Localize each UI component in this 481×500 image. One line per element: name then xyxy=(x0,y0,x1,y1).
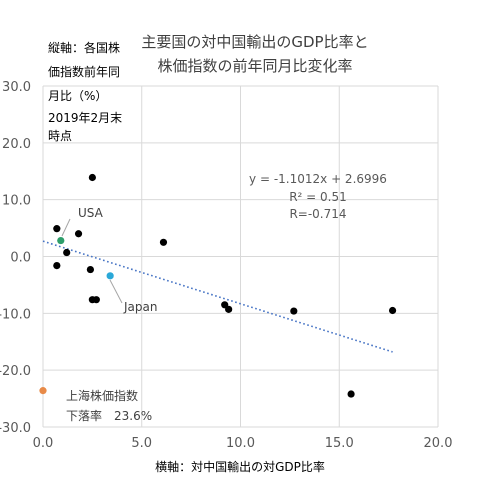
chart-title-line-2: 株価指数の前年同月比変化率 xyxy=(157,57,352,75)
x-tick-label: 20.0 xyxy=(424,436,453,451)
x-tick-label: 5.0 xyxy=(131,436,152,451)
trendline-equation: y = -1.1012x + 2.6996 xyxy=(249,172,387,186)
y-note-line-2: 価指数前年同 xyxy=(48,64,120,79)
usa-label: USA xyxy=(78,206,104,220)
y-tick-label: 0.0 xyxy=(10,251,31,266)
y-tick-label: -30.0 xyxy=(0,421,31,436)
shanghai-label-line-2: 下落率 23.6% xyxy=(66,408,152,423)
data-point xyxy=(53,225,61,233)
y-tick-label: -10.0 xyxy=(0,307,31,322)
y-note-line-4: 2019年2月末 xyxy=(48,111,122,125)
x-axis-label: 横軸：対中国輸出の対GDP比率 xyxy=(155,459,325,474)
trendline-r-squared: R² = 0.51 xyxy=(289,190,347,204)
chart-title-line-1: 主要国の対中国輸出のGDP比率と xyxy=(141,33,368,51)
x-tick-label: 10.0 xyxy=(226,436,255,451)
usa-leader-line xyxy=(61,218,71,237)
x-tick-labels: 0.0 5.0 10.0 15.0 20.0 xyxy=(33,436,453,451)
data-point xyxy=(159,238,168,246)
data-point xyxy=(57,236,65,245)
data-point xyxy=(39,387,47,395)
data-point xyxy=(106,272,114,280)
y-tick-label: -20.0 xyxy=(0,364,31,379)
data-point xyxy=(53,261,61,270)
data-point xyxy=(63,248,71,257)
data-point xyxy=(290,307,298,315)
y-note-line-1: 縦軸：各国株 xyxy=(48,40,120,55)
data-point xyxy=(74,230,83,238)
data-point xyxy=(347,390,355,398)
data-points xyxy=(39,173,397,398)
y-note-line-3: 月比（%） xyxy=(48,89,107,103)
x-tick-label: 15.0 xyxy=(325,436,354,451)
trendline-r: R=-0.714 xyxy=(289,207,346,221)
japan-leader-line xyxy=(109,279,123,304)
y-note-line-5: 時点 xyxy=(48,129,72,143)
grid-lines xyxy=(42,85,439,428)
data-point xyxy=(92,296,100,304)
x-tick-label: 0.0 xyxy=(33,436,54,451)
japan-label: Japan xyxy=(123,300,157,314)
y-tick-label: 30.0 xyxy=(2,80,31,95)
y-tick-label: 20.0 xyxy=(2,137,31,152)
data-point xyxy=(388,306,397,315)
shanghai-label-line-1: 上海株価指数 xyxy=(66,388,138,403)
y-tick-labels: 30.0 20.0 10.0 0.0 -10.0 -20.0 -30.0 xyxy=(0,80,31,436)
data-point xyxy=(225,305,233,313)
data-point xyxy=(88,173,96,182)
y-tick-label: 10.0 xyxy=(2,194,31,209)
data-point xyxy=(86,265,94,274)
